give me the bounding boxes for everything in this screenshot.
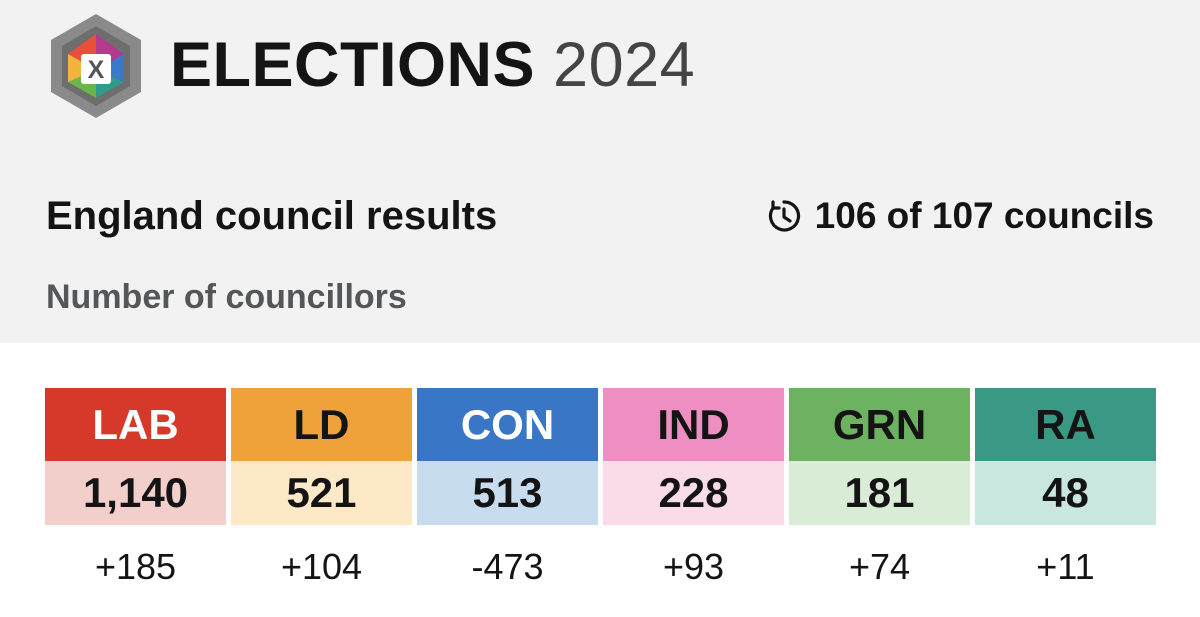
party-column-ld: LD 521 +104 bbox=[231, 388, 412, 609]
brand-year: 2024 bbox=[553, 30, 696, 100]
party-column-lab: LAB 1,140 +185 bbox=[45, 388, 226, 609]
councillor-count: 513 bbox=[417, 461, 598, 525]
header-panel: X ELECTIONS 2024 England council results… bbox=[0, 0, 1200, 343]
elections-logo-icon: X bbox=[51, 14, 141, 118]
seat-change: +74 bbox=[848, 546, 911, 587]
logo-letter: X bbox=[88, 56, 105, 84]
party-label: CON bbox=[417, 388, 598, 461]
party-column-con: CON 513 -473 bbox=[417, 388, 598, 609]
party-label: LAB bbox=[45, 388, 226, 461]
status-text: 106 of 107 councils bbox=[814, 195, 1154, 236]
brand-word: ELECTIONS bbox=[170, 30, 536, 100]
councillor-count: 521 bbox=[231, 461, 412, 525]
seat-change: +11 bbox=[1036, 546, 1095, 587]
party-column-ra: RA 48 +11 bbox=[975, 388, 1156, 609]
party-column-grn: GRN 181 +74 bbox=[789, 388, 970, 609]
party-column-ind: IND 228 +93 bbox=[603, 388, 784, 609]
results-status: 106 of 107 councils bbox=[767, 190, 1154, 242]
party-label: LD bbox=[231, 388, 412, 461]
councillor-count: 48 bbox=[975, 461, 1156, 525]
party-label: GRN bbox=[789, 388, 970, 461]
party-label: RA bbox=[975, 388, 1156, 461]
seat-change: +93 bbox=[662, 546, 725, 587]
councillor-count: 1,140 bbox=[45, 461, 226, 525]
party-label: IND bbox=[603, 388, 784, 461]
councillor-count: 228 bbox=[603, 461, 784, 525]
brand-title: ELECTIONS 2024 bbox=[170, 26, 695, 104]
councillor-count: 181 bbox=[789, 461, 970, 525]
seat-change: +185 bbox=[94, 546, 177, 587]
clock-icon bbox=[768, 200, 800, 232]
seat-change: +104 bbox=[280, 546, 363, 587]
seat-change: -473 bbox=[471, 546, 544, 587]
page-subtitle: Number of councillors bbox=[46, 278, 407, 316]
page-title: England council results bbox=[46, 194, 498, 238]
